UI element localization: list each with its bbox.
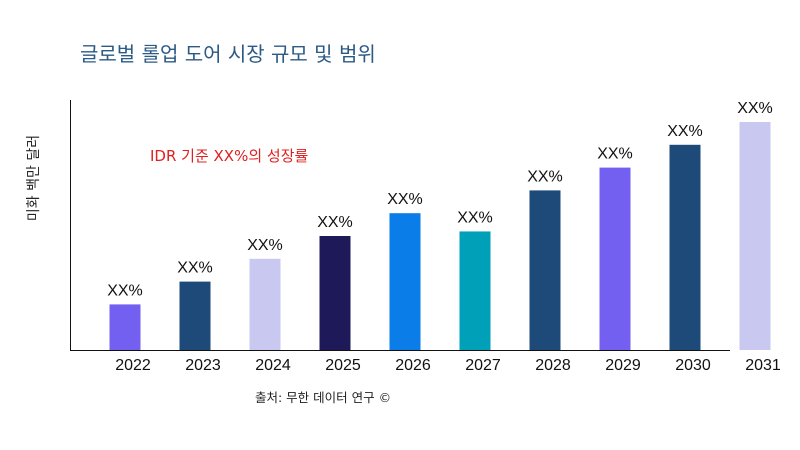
bar-2026 <box>389 213 421 350</box>
x-tick-label-2025: 2025 <box>325 357 361 374</box>
bar-2022 <box>109 304 141 350</box>
data-label-2029: XX% <box>597 146 633 163</box>
growth-annotation: IDR 기준 XX%의 성장률 <box>150 147 309 165</box>
x-tick-label-2023: 2023 <box>185 357 221 374</box>
data-label-2031: XX% <box>737 100 773 117</box>
x-tick-label-2027: 2027 <box>465 357 501 374</box>
data-label-2026: XX% <box>387 191 423 208</box>
x-tick-label-2022: 2022 <box>115 357 151 374</box>
x-tick-label-2031: 2031 <box>745 357 781 374</box>
data-label-2024: XX% <box>247 237 283 254</box>
bar-2025 <box>319 236 351 350</box>
x-tick-label-2026: 2026 <box>395 357 431 374</box>
x-tick-label-2030: 2030 <box>675 357 711 374</box>
chart-title: 글로벌 롤업 도어 시장 규모 및 범위 <box>80 42 376 66</box>
data-label-2023: XX% <box>177 260 213 277</box>
source-note: 출처: 무한 데이터 연구 © <box>255 390 392 405</box>
data-label-2025: XX% <box>317 214 353 231</box>
x-tick-label-2024: 2024 <box>255 357 291 374</box>
bar-2024 <box>249 258 281 350</box>
x-tick-label-2029: 2029 <box>605 357 641 374</box>
x-tick-label-2028: 2028 <box>535 357 571 374</box>
bar-2029 <box>599 167 631 350</box>
data-label-2027: XX% <box>457 209 493 226</box>
data-label-2028: XX% <box>527 168 563 185</box>
bar-2023 <box>179 281 211 350</box>
bar-2028 <box>529 190 561 350</box>
data-label-2022: XX% <box>107 282 143 299</box>
bar-2027 <box>459 231 491 350</box>
bar-2031 <box>739 122 771 350</box>
data-label-2030: XX% <box>667 123 703 140</box>
bar-2030 <box>669 144 701 350</box>
